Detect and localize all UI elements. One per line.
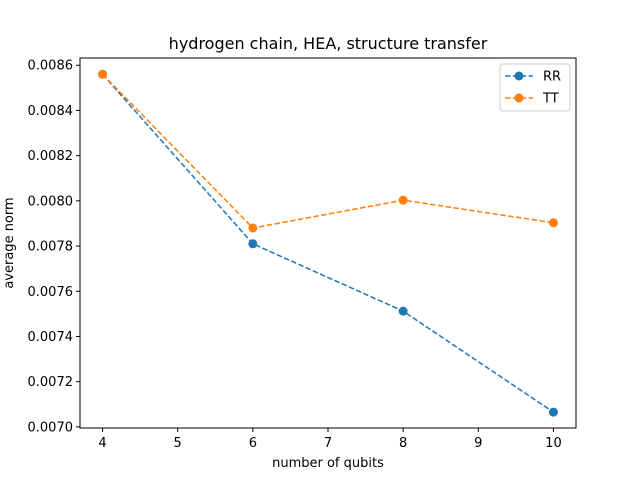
data-point <box>98 69 108 79</box>
y-tick-label: 0.0080 <box>28 194 74 209</box>
legend-item-rr: RR <box>505 70 561 85</box>
y-tick-label: 0.0086 <box>28 59 74 74</box>
x-tick-label: 8 <box>399 436 407 451</box>
y-tick-label: 0.0076 <box>28 285 74 300</box>
legend-label: TT <box>542 92 559 107</box>
y-axis: 0.0070 0.0072 0.0074 0.0076 0.0078 0.0080 0.00… <box>28 59 80 435</box>
chart-title: hydrogen chain, HEA, structure transfer <box>169 34 488 53</box>
data-point <box>548 218 558 228</box>
x-axis-label: number of qubits <box>272 456 384 471</box>
x-tick-label: 9 <box>474 436 482 451</box>
data-point <box>548 407 558 417</box>
y-tick-label: 0.0072 <box>28 375 74 390</box>
series-layer <box>98 69 558 417</box>
legend: RR TT <box>499 63 571 112</box>
data-point <box>398 195 408 205</box>
legend-marker <box>514 93 524 103</box>
data-point <box>398 306 408 316</box>
x-tick-label: 10 <box>545 436 562 451</box>
y-tick-label: 0.0070 <box>28 420 74 435</box>
y-axis-label: average norm <box>2 197 17 288</box>
y-tick-label: 0.0078 <box>28 240 74 255</box>
x-tick-label: 4 <box>98 436 106 451</box>
y-tick-label: 0.0074 <box>28 330 74 345</box>
y-tick-label: 0.0084 <box>28 104 74 119</box>
legend-label: RR <box>543 70 561 85</box>
legend-marker <box>514 71 524 81</box>
series-tt <box>98 69 558 233</box>
data-point <box>248 223 258 233</box>
x-axis: 4 5 6 7 8 9 10 <box>98 428 562 451</box>
x-tick-label: 5 <box>174 436 182 451</box>
legend-item-tt: TT <box>505 92 559 107</box>
x-tick-label: 6 <box>249 436 257 451</box>
series-line <box>101 73 554 413</box>
series-line <box>102 73 554 229</box>
series-rr <box>98 69 558 417</box>
y-tick-label: 0.0082 <box>28 149 74 164</box>
plot-frame <box>79 57 577 429</box>
x-tick-label: 7 <box>324 436 332 451</box>
data-point <box>248 239 258 249</box>
